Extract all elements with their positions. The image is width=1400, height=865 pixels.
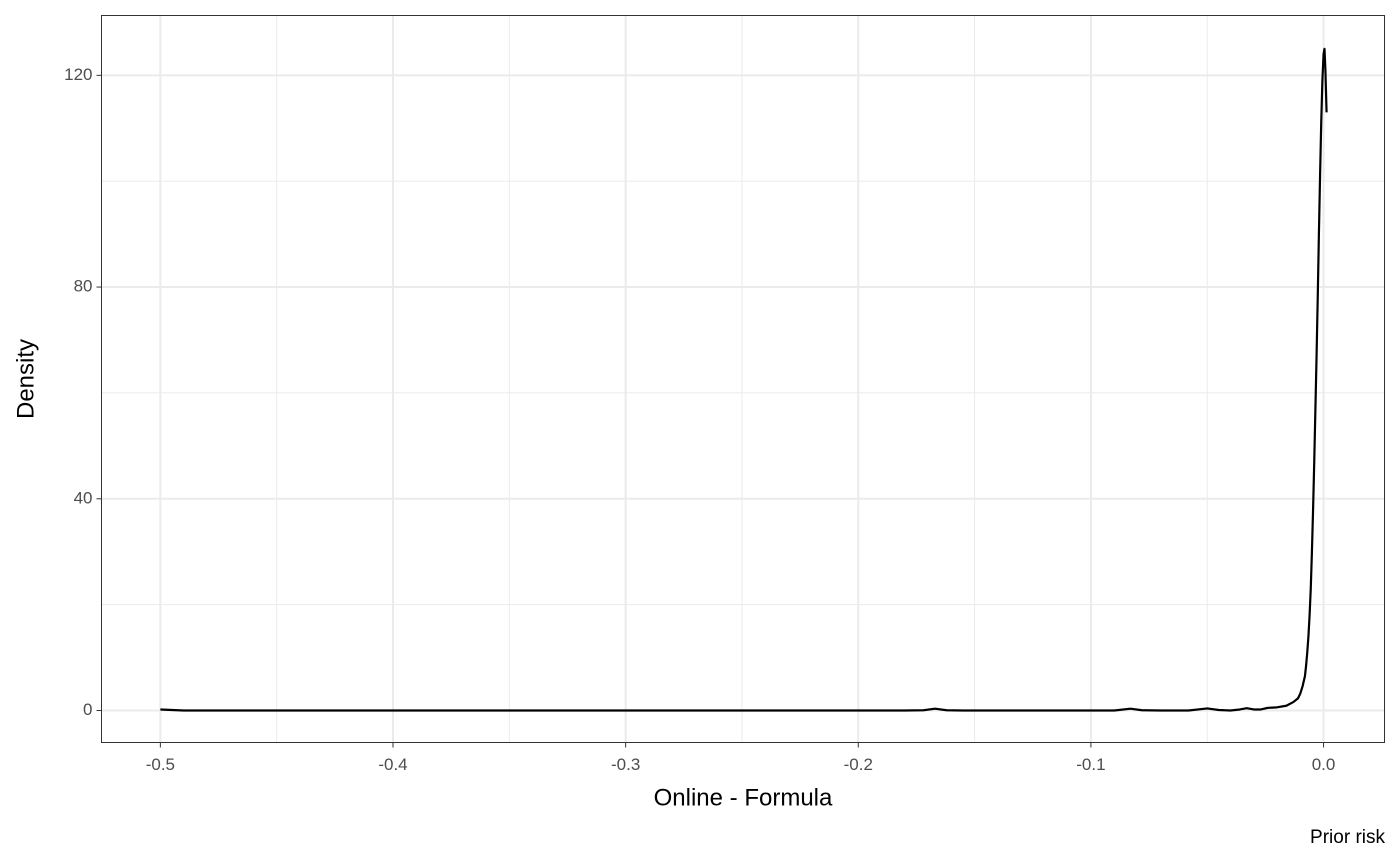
y-axis-title: Density — [12, 339, 39, 419]
y-tick-label: 120 — [64, 65, 92, 84]
plot — [160, 47, 1328, 712]
x-tick-label: -0.1 — [1076, 755, 1105, 774]
x-axis-title: Online - Formula — [654, 784, 833, 811]
x-tick-label: -0.4 — [378, 755, 407, 774]
panel-border — [101, 15, 1385, 743]
density-line — [160, 47, 1328, 712]
axes: -0.5 -0.4 -0.3 -0.2 -0.1 0.0 0 40 80 120 — [64, 65, 1335, 774]
grid — [101, 15, 1385, 743]
y-tick-label: 40 — [74, 488, 93, 507]
caption: Prior risk — [1310, 827, 1385, 848]
y-tick-label: 80 — [74, 277, 93, 296]
y-tick-label: 0 — [83, 700, 92, 719]
x-tick-label: -0.3 — [611, 755, 640, 774]
x-tick-label: -0.5 — [146, 755, 175, 774]
x-tick-label: 0.0 — [1312, 755, 1336, 774]
x-tick-label: -0.2 — [844, 755, 873, 774]
